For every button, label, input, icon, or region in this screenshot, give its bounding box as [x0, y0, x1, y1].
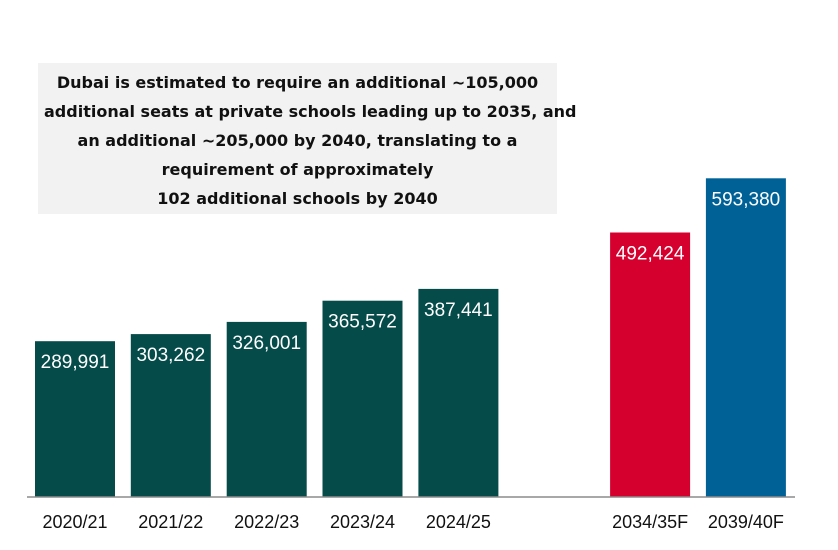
bar-value-label: 365,572	[328, 312, 397, 333]
x-tick-label: 2024/25	[426, 512, 491, 532]
bar-value-label: 326,001	[232, 333, 301, 354]
value-labels-group: 289,991 303,262 326,001 365,572 387,441 492,4…	[41, 189, 781, 373]
bar-value-label: 303,262	[136, 345, 205, 366]
x-tick-label: 2039/40F	[708, 512, 784, 532]
x-tick-label: 2034/35F	[612, 512, 688, 532]
annotation-line-2: additional seats at private schools lead…	[44, 102, 577, 121]
bar-value-label: 593,380	[712, 189, 781, 210]
x-tick-label: 2023/24	[330, 512, 395, 532]
annotation-line-5: 102 additional schools by 2040	[157, 189, 438, 208]
bars-group	[35, 178, 786, 498]
bar-2021-22	[130, 334, 211, 497]
annotation-box: Dubai is estimated to require an additio…	[38, 63, 577, 214]
x-tick-label: 2021/22	[138, 512, 203, 532]
annotation-line-3: an additional ~205,000 by 2040, translat…	[77, 131, 518, 150]
bar-2022-23	[226, 321, 307, 497]
annotation-line-4: requirement of approximately	[161, 160, 434, 179]
bar-value-label: 492,424	[616, 244, 685, 265]
bar-2039-40F	[705, 178, 786, 498]
bar-2034-35F	[610, 232, 691, 497]
category-labels-group: 2020/21 2021/22 2022/23 2023/24 2024/25 2034/…	[42, 512, 783, 532]
bar-value-label: 289,991	[41, 352, 110, 373]
x-tick-label: 2022/23	[234, 512, 299, 532]
annotation-line-1: Dubai is estimated to require an additio…	[56, 73, 539, 92]
bar-2020-21	[35, 341, 115, 497]
bar-2023-24	[322, 300, 403, 497]
bar-2024-25	[418, 288, 499, 497]
bar-value-label: 387,441	[424, 300, 493, 321]
x-tick-label: 2020/21	[42, 512, 107, 532]
